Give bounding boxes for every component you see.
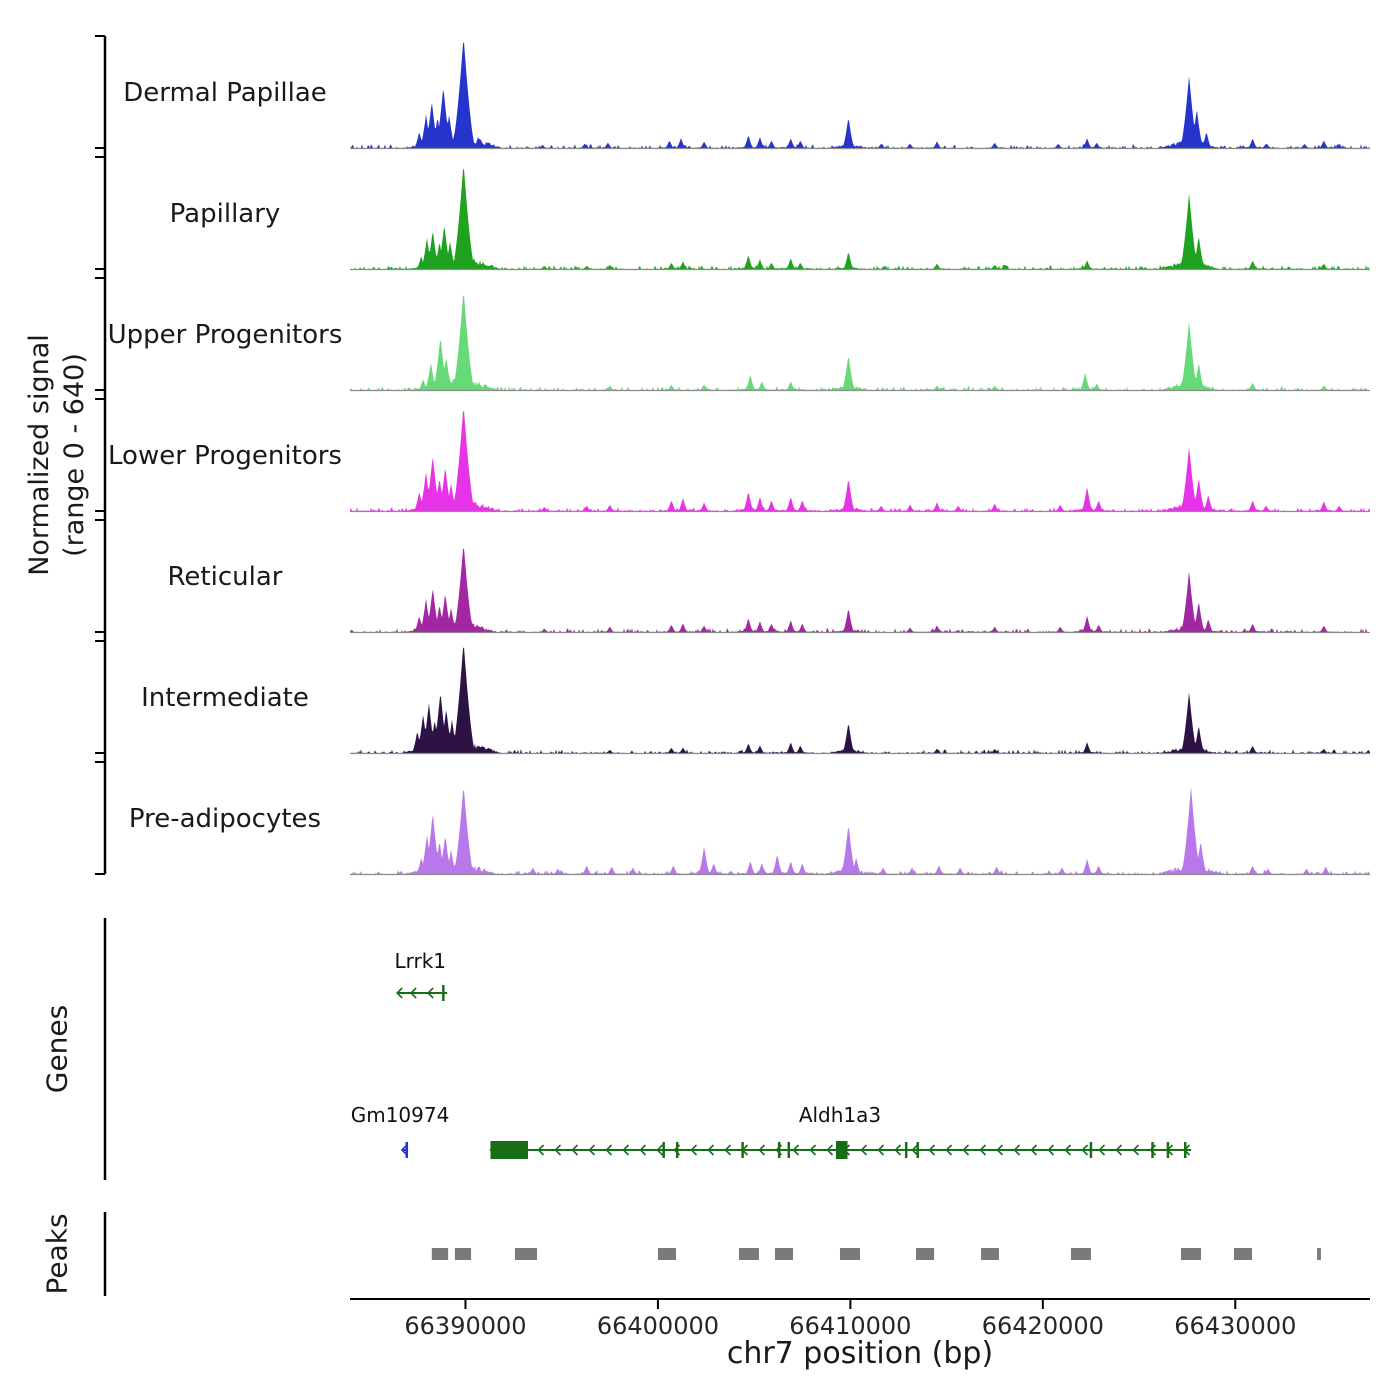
peak-region	[657, 1248, 677, 1260]
gene-lrrk1: Lrrk1	[394, 949, 448, 1001]
signal-area	[350, 786, 1370, 874]
signal-track-lower-progenitors	[350, 410, 1370, 513]
signal-track-reticular	[350, 548, 1370, 634]
peak-region	[1317, 1248, 1321, 1260]
x-tick-label: 66420000	[982, 1312, 1104, 1340]
x-axis: 66390000 66400000 66410000 66420000 66430000	[350, 1298, 1370, 1340]
track-label-upper-progenitors: Upper Progenitors	[107, 320, 343, 350]
signal-track-pre-adipocytes	[350, 786, 1370, 876]
gene-gm10974: Gm10974	[351, 1103, 450, 1158]
x-tick-label: 66390000	[404, 1312, 526, 1340]
peaks-section-label: Peaks	[40, 1213, 74, 1295]
gene-aldh1a3: Aldh1a3	[489, 1103, 1192, 1159]
y-axis-label-line1: Normalized signal	[23, 334, 55, 576]
track-label-reticular: Reticular	[167, 562, 283, 592]
peak-region	[1233, 1248, 1253, 1260]
track-label-papillary: Papillary	[169, 199, 281, 229]
signal-track-upper-progenitors	[350, 295, 1370, 392]
signal-area	[350, 295, 1370, 390]
genes-section-label: Genes	[40, 1004, 74, 1094]
gene-label-aldh1a3: Aldh1a3	[799, 1103, 881, 1127]
peak-region	[774, 1248, 794, 1260]
peak-region	[431, 1248, 449, 1260]
peak-region	[514, 1248, 538, 1260]
y-axis-label: Normalized signal (range 0 - 640)	[22, 334, 92, 576]
peak-region	[454, 1248, 472, 1260]
peak-region	[916, 1248, 935, 1260]
x-tick-label: 66400000	[597, 1312, 719, 1340]
x-tick-label: 66410000	[789, 1312, 911, 1340]
peak-region	[981, 1248, 999, 1260]
signal-track-intermediate	[350, 647, 1370, 755]
y-axis-label-line2: (range 0 - 640)	[59, 353, 90, 557]
track-label-intermediate: Intermediate	[141, 683, 309, 713]
track-label-dermal-papillae: Dermal Papillae	[123, 78, 327, 108]
peak-region	[839, 1248, 860, 1260]
track-label-lower-progenitors: Lower Progenitors	[108, 441, 342, 471]
signal-area	[350, 410, 1370, 511]
gene-label-gm10974: Gm10974	[351, 1103, 450, 1127]
peak-region	[1181, 1248, 1202, 1260]
signal-area	[350, 42, 1370, 148]
signal-area	[350, 647, 1370, 753]
signal-track-papillary	[350, 168, 1370, 271]
track-label-pre-adipocytes: Pre-adipocytes	[128, 804, 322, 834]
peak-region	[738, 1248, 759, 1260]
gene-label-lrrk1: Lrrk1	[394, 949, 446, 973]
signal-area	[350, 168, 1370, 269]
peak-region	[1070, 1248, 1091, 1260]
signal-area	[350, 548, 1370, 632]
signal-track-dermal-papillae	[350, 42, 1370, 150]
peaks-panel	[431, 1248, 1321, 1260]
genes-panel: Lrrk1 Gm10974 Aldh1a3	[351, 949, 1192, 1159]
x-tick-label: 66430000	[1174, 1312, 1296, 1340]
x-axis-title: chr7 position (bp)	[726, 1336, 994, 1371]
